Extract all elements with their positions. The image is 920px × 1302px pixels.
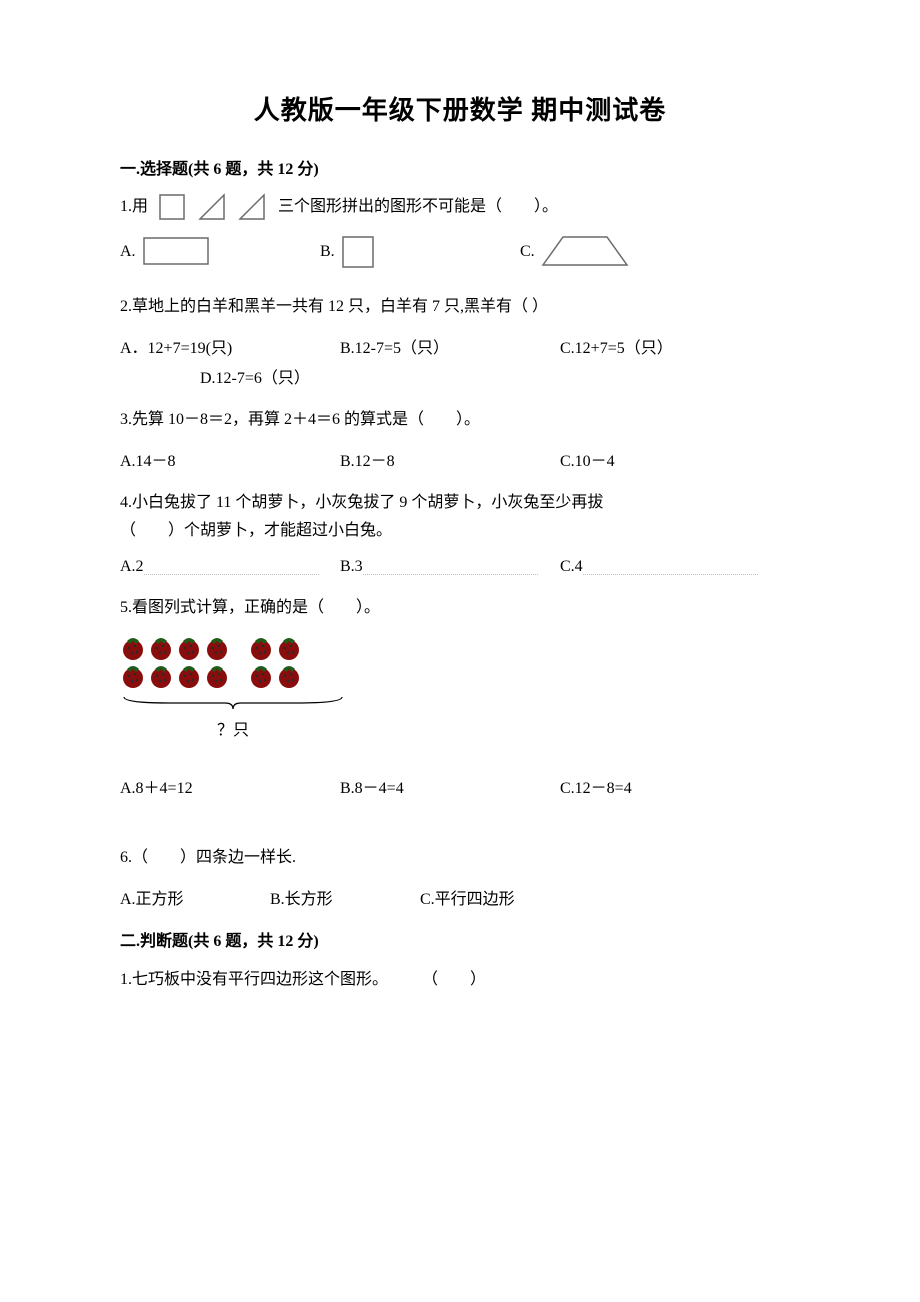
dotted-line — [363, 574, 538, 575]
page-title: 人教版一年级下册数学 期中测试卷 — [120, 90, 800, 127]
q2-text: 2.草地上的白羊和黑羊一共有 12 只，白羊有 7 只,黑羊有（ ） — [120, 293, 800, 320]
q1-options: A. B. C. — [120, 235, 800, 269]
square-icon — [158, 193, 188, 221]
strawberry-icon — [248, 663, 274, 689]
q1-option-a: A. — [120, 236, 320, 268]
q6-options: A.正方形 B.长方形 C.平行四边形 — [120, 885, 800, 909]
q4-option-b: B.3 — [340, 558, 560, 576]
strawberry-icon — [176, 635, 202, 661]
judge-q1-paren: （ ） — [422, 965, 486, 989]
figure-row-1 — [120, 635, 800, 661]
q3-option-c: C.10－4 — [560, 447, 780, 471]
strawberry-group-1 — [120, 635, 230, 661]
question-2: 2.草地上的白羊和黑羊一共有 12 只，白羊有 7 只,黑羊有（ ） — [120, 293, 800, 320]
q6-option-a: A.正方形 — [120, 885, 270, 909]
question-1: 1.用 三个图形拼出的图形不可能是（ ）。 A. B. C. — [120, 193, 800, 269]
triangle-icon — [198, 193, 228, 221]
exam-page: 人教版一年级下册数学 期中测试卷 一.选择题(共 6 题，共 12 分) 1.用… — [0, 0, 920, 1302]
option-label: A. — [120, 238, 136, 265]
q3-option-b: B.12－8 — [340, 447, 560, 471]
q1-option-c: C. — [520, 235, 631, 269]
strawberry-icon — [148, 635, 174, 661]
q1-prefix: 1.用 — [120, 193, 148, 220]
question-5: 5.看图列式计算，正确的是（ ）。 — [120, 594, 800, 621]
q5-option-a: A.8＋4=12 — [120, 774, 340, 798]
q5-options: A.8＋4=12 B.8－4=4 C.12－8=4 — [120, 774, 800, 798]
q1-suffix: 三个图形拼出的图形不可能是（ ）。 — [278, 193, 558, 220]
q4-option-a: A.2 — [120, 558, 340, 576]
option-label: C. — [520, 238, 535, 265]
judge-q1-text: 1.七巧板中没有平行四边形这个图形。 — [120, 971, 388, 988]
dotted-line — [144, 574, 319, 575]
option-label: B. — [320, 238, 335, 265]
strawberry-icon — [120, 663, 146, 689]
judge-q1: 1.七巧板中没有平行四边形这个图形。 （ ） — [120, 965, 800, 989]
strawberry-icon — [204, 663, 230, 689]
strawberry-icon — [176, 663, 202, 689]
q1-given-shapes — [158, 193, 268, 221]
q6-option-b: B.长方形 — [270, 885, 420, 909]
q3-option-a: A.14－8 — [120, 447, 340, 471]
option-text: A.2 — [120, 558, 144, 575]
q5-figure: ？只 — [120, 635, 800, 740]
square-icon — [341, 235, 377, 269]
trapezoid-icon — [541, 235, 631, 269]
section2-header: 二.判断题(共 6 题，共 12 分) — [120, 927, 800, 951]
triangle-icon — [238, 193, 268, 221]
q2-option-b: B.12-7=5（只） — [340, 334, 560, 358]
curly-brace-icon — [120, 695, 346, 709]
q5-figure-label: ？只 — [120, 716, 346, 740]
q2-option-d: D.12-7=6（只） — [200, 364, 800, 388]
q4-line1: 4.小白兔拔了 11 个胡萝卜，小灰兔拔了 9 个胡萝卜，小灰兔至少再拔 — [120, 489, 800, 516]
q3-options: A.14－8 B.12－8 C.10－4 — [120, 447, 800, 471]
strawberry-icon — [204, 635, 230, 661]
figure-row-2 — [120, 663, 800, 689]
strawberry-icon — [248, 635, 274, 661]
strawberry-icon — [148, 663, 174, 689]
q5-option-b: B.8－4=4 — [340, 774, 560, 798]
q5-option-c: C.12－8=4 — [560, 774, 780, 798]
option-text: B.3 — [340, 558, 363, 575]
strawberry-group-2 — [248, 663, 302, 689]
option-text: C.4 — [560, 558, 583, 575]
q4-options: A.2 B.3 C.4 — [120, 558, 800, 576]
q2-option-c: C.12+7=5（只） — [560, 334, 780, 358]
question-4: 4.小白兔拔了 11 个胡萝卜，小灰兔拔了 9 个胡萝卜，小灰兔至少再拔 （ ）… — [120, 489, 800, 543]
q2-options: A．12+7=19(只) B.12-7=5（只） C.12+7=5（只） — [120, 334, 800, 358]
q2-option-a: A．12+7=19(只) — [120, 334, 340, 358]
section1-header: 一.选择题(共 6 题，共 12 分) — [120, 155, 800, 179]
q1-option-b: B. — [320, 235, 520, 269]
q4-line2: （ ）个胡萝卜，才能超过小白兔。 — [120, 517, 800, 544]
dotted-line — [583, 574, 758, 575]
question-3: 3.先算 10－8＝2，再算 2＋4＝6 的算式是（ ）。 — [120, 406, 800, 433]
strawberry-group-1 — [120, 663, 230, 689]
question-6: 6.（ ）四条边一样长. — [120, 844, 800, 871]
strawberry-icon — [120, 635, 146, 661]
rectangle-icon — [142, 236, 212, 268]
q4-option-c: C.4 — [560, 558, 780, 576]
q1-stem: 1.用 三个图形拼出的图形不可能是（ ）。 — [120, 193, 800, 221]
strawberry-icon — [276, 635, 302, 661]
q6-option-c: C.平行四边形 — [420, 885, 600, 909]
strawberry-group-2 — [248, 635, 302, 661]
strawberry-icon — [276, 663, 302, 689]
